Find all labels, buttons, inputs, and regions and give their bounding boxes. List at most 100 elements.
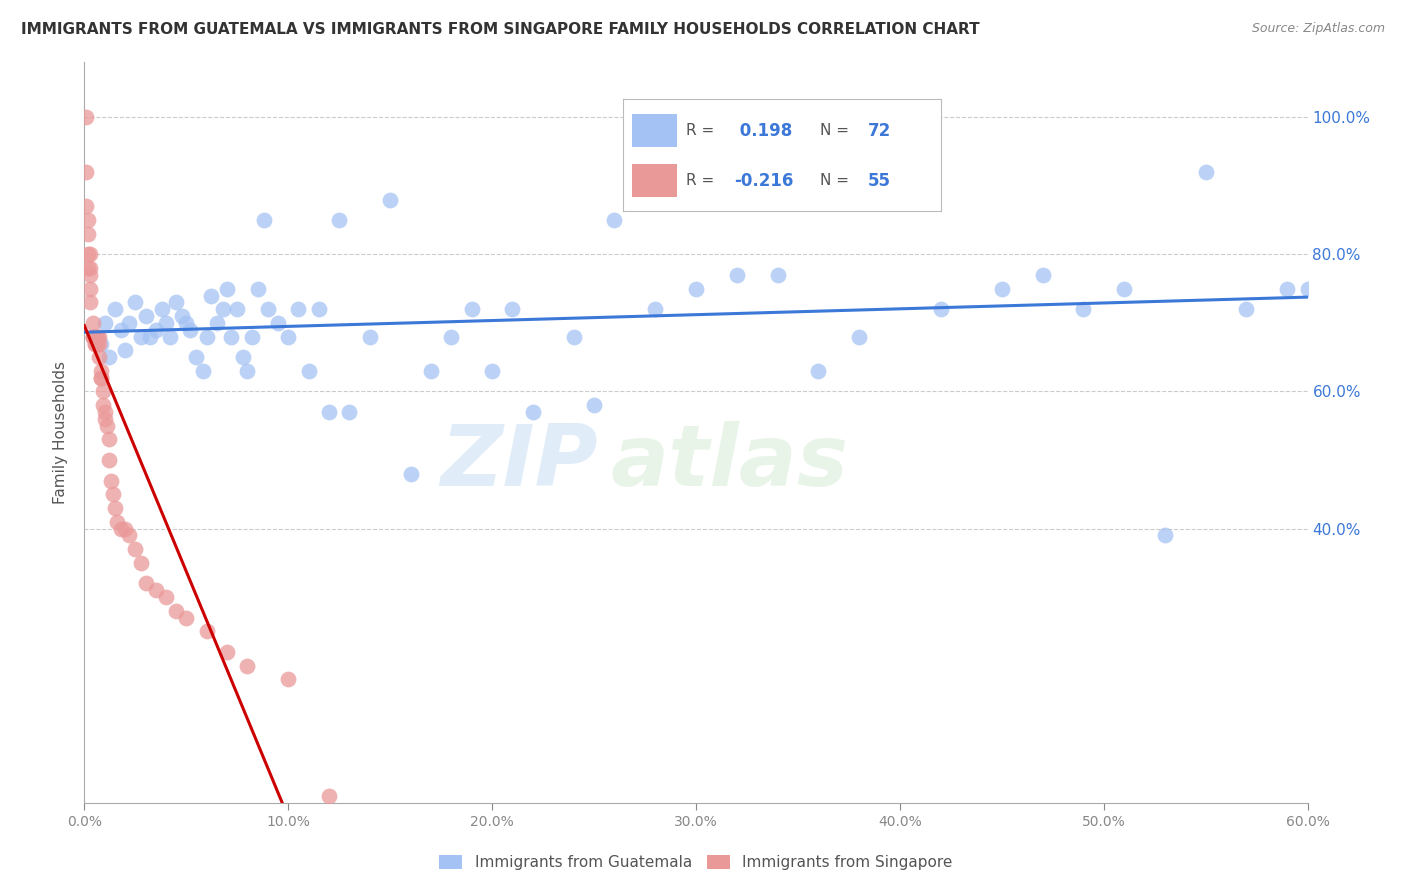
Point bbox=[889, 145, 911, 159]
Point bbox=[75, 199, 97, 213]
Point bbox=[97, 433, 120, 447]
Point bbox=[205, 316, 228, 330]
Point bbox=[174, 316, 197, 330]
Point bbox=[145, 583, 167, 598]
Point bbox=[91, 398, 114, 412]
Point bbox=[79, 295, 101, 310]
Point bbox=[79, 247, 101, 261]
Point bbox=[226, 302, 249, 317]
Point bbox=[75, 110, 97, 124]
Point bbox=[155, 316, 177, 330]
Text: Source: ZipAtlas.com: Source: ZipAtlas.com bbox=[1251, 22, 1385, 36]
Point bbox=[257, 302, 280, 317]
Point bbox=[200, 288, 222, 302]
Point bbox=[217, 645, 239, 659]
Point bbox=[1277, 282, 1299, 296]
Point bbox=[105, 515, 128, 529]
Point bbox=[165, 295, 187, 310]
Point bbox=[83, 329, 105, 343]
Point bbox=[135, 309, 157, 323]
Point bbox=[929, 302, 952, 317]
Point bbox=[165, 604, 187, 618]
Point bbox=[77, 261, 100, 276]
Point bbox=[766, 268, 789, 282]
Point bbox=[97, 453, 120, 467]
Point bbox=[101, 487, 124, 501]
Point bbox=[212, 302, 235, 317]
Point bbox=[1195, 165, 1218, 179]
Point bbox=[583, 398, 606, 412]
Point bbox=[1073, 302, 1095, 317]
Point bbox=[287, 302, 309, 317]
Point bbox=[219, 329, 242, 343]
Point bbox=[195, 329, 218, 343]
Point bbox=[236, 364, 259, 378]
Point bbox=[502, 302, 524, 317]
Point bbox=[86, 329, 108, 343]
Point bbox=[186, 350, 208, 364]
Point bbox=[308, 302, 330, 317]
Point bbox=[1236, 302, 1258, 317]
Point bbox=[522, 405, 544, 419]
Point bbox=[104, 302, 127, 317]
Point bbox=[135, 576, 157, 591]
Point bbox=[380, 193, 402, 207]
Text: IMMIGRANTS FROM GUATEMALA VS IMMIGRANTS FROM SINGAPORE FAMILY HOUSEHOLDS CORRELA: IMMIGRANTS FROM GUATEMALA VS IMMIGRANTS … bbox=[21, 22, 980, 37]
Point bbox=[339, 405, 361, 419]
Point bbox=[93, 316, 115, 330]
Point bbox=[318, 789, 340, 803]
Point bbox=[481, 364, 503, 378]
Point bbox=[79, 268, 101, 282]
Point bbox=[83, 336, 105, 351]
Point bbox=[86, 329, 108, 343]
Point bbox=[138, 329, 160, 343]
Point bbox=[104, 501, 127, 516]
Point bbox=[79, 261, 101, 276]
Point bbox=[77, 213, 100, 227]
Point bbox=[603, 213, 626, 227]
Point bbox=[359, 329, 381, 343]
Point bbox=[399, 467, 422, 481]
Point bbox=[172, 309, 194, 323]
Point bbox=[77, 227, 100, 241]
Point bbox=[155, 590, 177, 604]
Point bbox=[191, 364, 214, 378]
Y-axis label: Family Households: Family Households bbox=[53, 361, 69, 504]
Point bbox=[1114, 282, 1136, 296]
Point bbox=[240, 329, 263, 343]
Point bbox=[114, 343, 136, 358]
Point bbox=[217, 282, 239, 296]
Point bbox=[93, 405, 115, 419]
Point bbox=[110, 323, 132, 337]
Point bbox=[991, 282, 1014, 296]
Point bbox=[150, 302, 173, 317]
Point bbox=[328, 213, 350, 227]
Point bbox=[179, 323, 201, 337]
Point bbox=[75, 165, 97, 179]
Text: atlas: atlas bbox=[610, 421, 848, 504]
Text: ZIP: ZIP bbox=[440, 421, 598, 504]
Point bbox=[725, 268, 748, 282]
Point bbox=[159, 329, 181, 343]
Point bbox=[110, 522, 132, 536]
Point bbox=[298, 364, 321, 378]
Legend: Immigrants from Guatemala, Immigrants from Singapore: Immigrants from Guatemala, Immigrants fr… bbox=[433, 849, 959, 877]
Point bbox=[118, 316, 141, 330]
Point bbox=[82, 316, 104, 330]
Point bbox=[236, 658, 259, 673]
Point bbox=[77, 247, 100, 261]
Point bbox=[267, 316, 290, 330]
Point bbox=[318, 405, 340, 419]
Point bbox=[82, 329, 104, 343]
Point bbox=[114, 522, 136, 536]
Point bbox=[79, 282, 101, 296]
Point bbox=[131, 556, 153, 570]
Point bbox=[253, 213, 276, 227]
Point bbox=[83, 329, 105, 343]
Point bbox=[145, 323, 167, 337]
Point bbox=[118, 528, 141, 542]
Point bbox=[124, 295, 146, 310]
Point bbox=[685, 282, 707, 296]
Point bbox=[90, 371, 112, 385]
Point bbox=[277, 673, 299, 687]
